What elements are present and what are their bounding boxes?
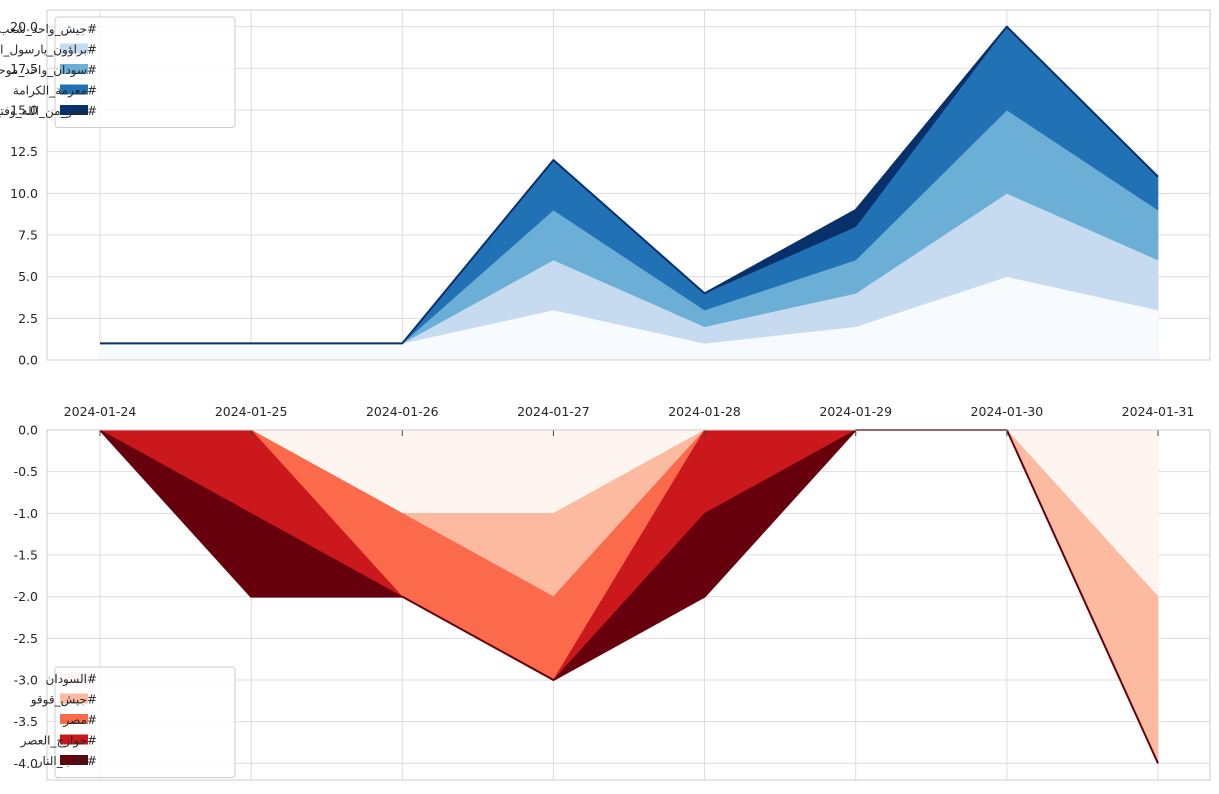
bottom-x-tick-label: 2024-01-30	[971, 404, 1044, 419]
top-legend: #جيش_واحد_شعب_واحد #براؤون_يارسول_الله #سو…	[0, 16, 236, 128]
bottom-legend-swatch	[60, 673, 88, 683]
bottom-y-tick-label: -2.5	[14, 631, 38, 646]
bottom-legend-box	[54, 666, 236, 778]
top-y-tick-label: 5.0	[18, 269, 38, 284]
top-y-tick-label: 20.0	[10, 19, 38, 34]
top-legend-label: #معرمة_الكرامة	[13, 84, 97, 99]
top-legend-swatch	[60, 105, 88, 115]
bottom-y-tick-label: -1.5	[14, 548, 38, 563]
top-y-tick-label: 2.5	[18, 311, 38, 326]
bottom-legend-swatch	[60, 714, 88, 724]
top-series-lines	[100, 25, 1159, 345]
top-legend-swatch	[60, 43, 88, 54]
bottom-x-tick-label: 2024-01-29	[819, 404, 892, 419]
bottom-x-tick-labels: 2024-01-24 2024-01-25 2024-01-26 2024-01-27…	[64, 404, 1195, 436]
top-legend-label: #براؤون_يارسول_الله	[0, 43, 97, 58]
bottom-chart-panel: 0.0 -0.5 -1.0 -1.5 -2.0 -2.5 -3.0 -3.5 -4.0 2024…	[14, 404, 1211, 781]
top-legend-box	[54, 16, 236, 128]
top-chart-panel: 0.0 2.5 5.0 7.5 10.0 12.5 15.0 17.5 20.0 #جيش_وا…	[0, 9, 1211, 368]
bottom-y-tick-label: -3.5	[14, 714, 38, 729]
bottom-legend-label: #كلاب_النار	[36, 754, 97, 769]
top-y-tick-label: 12.5	[10, 144, 38, 159]
top-legend-label: #جيش_واحد_شعب_واحد	[0, 22, 97, 37]
bottom-legend: #السودان #جيش_قوقو #مصر #خوارج_العصر #كلاب_ا…	[20, 666, 236, 778]
bottom-x-tick-label: 2024-01-31	[1122, 404, 1195, 419]
bottom-plot-frame	[46, 429, 1211, 781]
top-top-series-line	[100, 25, 1159, 345]
bottom-y-tick-label: -3.0	[14, 673, 38, 688]
top-legend-swatch	[60, 64, 88, 74]
bottom-y-tick-label: -4.0	[14, 756, 38, 771]
top-y-tick-label: 17.5	[10, 61, 38, 76]
bottom-legend-label: #جيش_قوقو	[30, 693, 97, 708]
bottom-x-tick-label: 2024-01-26	[366, 404, 439, 419]
top-plot-frame	[46, 9, 1211, 361]
bottom-x-tick-label: 2024-01-28	[668, 404, 741, 419]
bottom-legend-swatch	[60, 734, 88, 745]
top-y-tick-label: 7.5	[18, 228, 38, 243]
bottom-legend-label: #السودان	[46, 672, 97, 687]
bottom-y-tick-labels: 0.0 -0.5 -1.0 -1.5 -2.0 -2.5 -3.0 -3.5 -4.0	[14, 423, 38, 771]
bottom-x-tick-label: 2024-01-24	[64, 404, 137, 419]
bottom-y-tick-label: 0.0	[18, 423, 38, 438]
top-legend-swatch	[60, 84, 88, 95]
bottom-y-tick-label: -2.0	[14, 589, 38, 604]
bottom-legend-label: #مصر	[62, 713, 97, 728]
bottom-y-tick-label: -0.5	[14, 464, 38, 479]
top-y-tick-label: 10.0	[10, 186, 38, 201]
top-legend-swatch	[60, 23, 88, 33]
bottom-legend-label: #خوارج_العصر	[20, 734, 97, 749]
bottom-y-tick-label: -1.0	[14, 506, 38, 521]
top-legend-label: #نصر_من_الله_وفتح_قريب	[0, 104, 97, 119]
bottom-x-tick-label: 2024-01-27	[517, 404, 590, 419]
top-y-tick-labels: 0.0 2.5 5.0 7.5 10.0 12.5 15.0 17.5 20.0	[10, 19, 38, 367]
bottom-legend-swatch	[60, 755, 88, 765]
bottom-x-tick-label: 2024-01-25	[215, 404, 288, 419]
top-y-tick-label: 0.0	[18, 353, 38, 368]
top-y-tick-label: 15.0	[10, 103, 38, 118]
bottom-legend-swatch	[60, 693, 88, 704]
top-legend-label: #سودان_واحد_موحد	[0, 63, 97, 78]
